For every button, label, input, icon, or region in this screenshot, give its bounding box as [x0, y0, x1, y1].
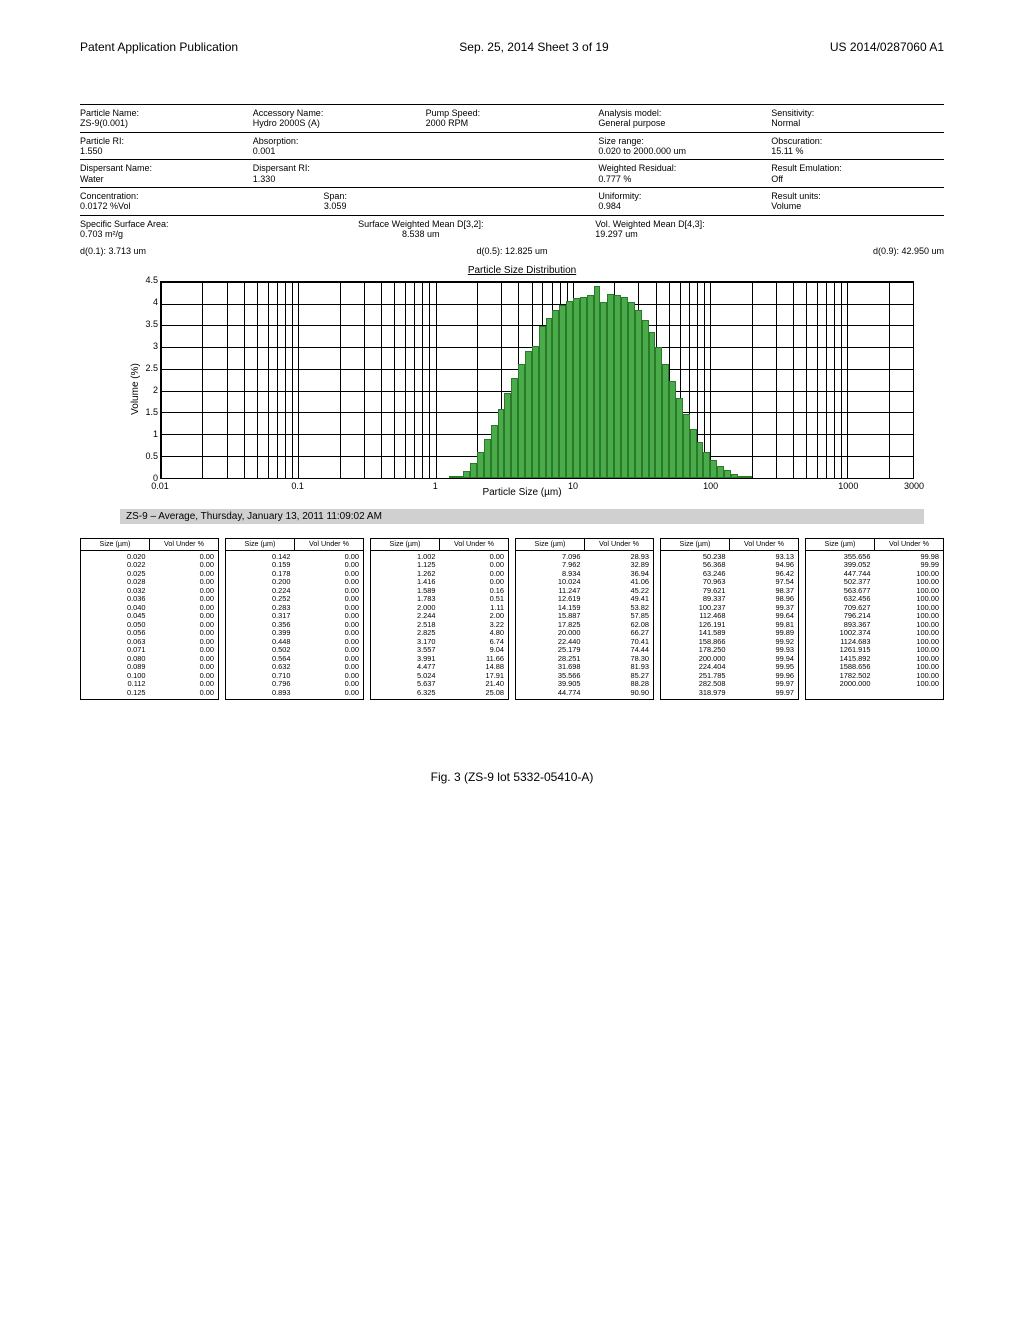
meta-label: Result Emulation:: [771, 163, 936, 173]
meta-label: Sensitivity:: [771, 108, 936, 118]
meta-val: 0.777 %: [598, 174, 763, 184]
meta-label: Analysis model:: [598, 108, 763, 118]
meta-val: ZS-9(0.001): [80, 118, 245, 128]
meta-val: 0.703 m²/g: [80, 229, 246, 239]
meta-val: 0.984: [598, 201, 763, 211]
meta-row-2: Particle RI:1.550 Absorption:0.001 Size …: [80, 133, 944, 161]
header-right: US 2014/0287060 A1: [830, 40, 944, 54]
meta-label: Result units:: [771, 191, 936, 201]
meta-val: 0.020 to 2000.000 um: [598, 146, 763, 156]
meta-label: Weighted Residual:: [598, 163, 763, 173]
meta-label: Obscuration:: [771, 136, 936, 146]
meta-label: Size range:: [598, 136, 763, 146]
meta-row-1: Particle Name:ZS-9(0.001) Accessory Name…: [80, 105, 944, 133]
meta-label: Span:: [253, 191, 418, 201]
x-ticks: 0.010.111010010003000: [160, 481, 914, 495]
meta-val: 1.550: [80, 146, 245, 156]
meta-label: Particle Name:: [80, 108, 245, 118]
meta-label: Specific Surface Area:: [80, 219, 246, 229]
meta-row-5: Specific Surface Area:0.703 m²/g Surface…: [80, 216, 944, 243]
meta-val: 1.330: [253, 174, 418, 184]
meta-val: 3.059: [253, 201, 418, 211]
data-tables: Size (µm)Vol Under %0.0200.000.0220.000.…: [80, 538, 944, 700]
meta-label: Dispersant Name:: [80, 163, 245, 173]
meta-label: Pump Speed:: [426, 108, 591, 118]
meta-val: 0.001: [253, 146, 418, 156]
meta-val: 0.0172 %Vol: [80, 201, 245, 211]
meta-val: 15.11 %: [771, 146, 936, 156]
y-ticks: 00.511.522.533.544.5: [132, 281, 158, 479]
meta-row-4: Concentration:0.0172 %Vol Span:3.059 Uni…: [80, 188, 944, 216]
meta-val: Hydro 2000S (A): [253, 118, 418, 128]
d05-stat: d(0.5): 12.825 um: [368, 246, 656, 256]
meta-label: Particle RI:: [80, 136, 245, 146]
meta-label: Surface Weighted Mean D[3,2]:: [254, 219, 587, 229]
meta-label: Uniformity:: [598, 191, 763, 201]
chart-caption: ZS-9 – Average, Thursday, January 13, 20…: [120, 509, 924, 525]
page-header: Patent Application Publication Sep. 25, …: [80, 40, 944, 54]
meta-label: Vol. Weighted Mean D[4,3]:: [595, 219, 761, 229]
particle-size-chart: Particle Size Distribution Volume (%) Pa…: [120, 269, 924, 509]
meta-row-3: Dispersant Name:Water Dispersant RI:1.33…: [80, 160, 944, 188]
figure-caption: Fig. 3 (ZS-9 lot 5332-05410-A): [80, 770, 944, 784]
chart-title: Particle Size Distribution: [468, 265, 576, 277]
meta-val: 8.538 um: [254, 229, 587, 239]
plot-area: [160, 281, 914, 479]
stats-row: d(0.1): 3.713 um d(0.5): 12.825 um d(0.9…: [80, 242, 944, 264]
report-block: Particle Name:ZS-9(0.001) Accessory Name…: [80, 104, 944, 700]
meta-label: Absorption:: [253, 136, 418, 146]
meta-val: 19.297 um: [595, 229, 761, 239]
meta-val: 2000 RPM: [426, 118, 591, 128]
d01-stat: d(0.1): 3.713 um: [80, 246, 368, 256]
header-center: Sep. 25, 2014 Sheet 3 of 19: [459, 40, 608, 54]
meta-label: Concentration:: [80, 191, 245, 201]
meta-label: Dispersant RI:: [253, 163, 418, 173]
meta-val: Volume: [771, 201, 936, 211]
meta-val: General purpose: [598, 118, 763, 128]
header-left: Patent Application Publication: [80, 40, 238, 54]
meta-val: Off: [771, 174, 936, 184]
meta-val: Normal: [771, 118, 936, 128]
meta-label: Accessory Name:: [253, 108, 418, 118]
meta-val: Water: [80, 174, 245, 184]
d09-stat: d(0.9): 42.950 um: [656, 246, 944, 256]
